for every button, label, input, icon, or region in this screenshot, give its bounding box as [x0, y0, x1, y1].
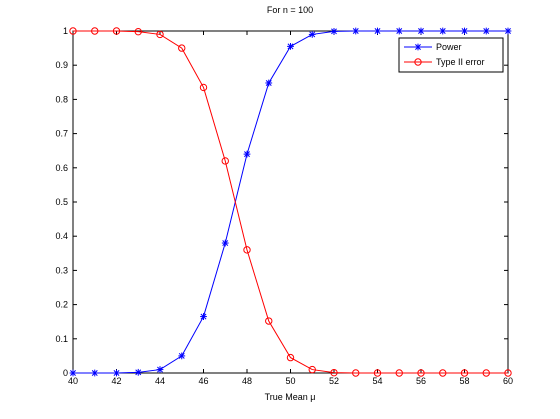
- y-tick-label: 0.6: [55, 163, 68, 173]
- x-tick-label: 40: [68, 376, 78, 386]
- x-tick-label: 46: [198, 376, 208, 386]
- y-tick-label: 0.9: [55, 60, 68, 70]
- x-tick-label: 48: [242, 376, 252, 386]
- y-tick-label: 0.5: [55, 197, 68, 207]
- y-tick-label: 0.3: [55, 265, 68, 275]
- data-point-1: [308, 365, 316, 374]
- y-tick-label: 0.4: [55, 231, 68, 241]
- data-point-0: [113, 369, 120, 377]
- legend-marker: [414, 43, 422, 51]
- legend-box: [398, 37, 504, 73]
- legend-marker: [414, 58, 422, 66]
- data-point-1: [439, 369, 447, 377]
- x-tick-label: 50: [285, 376, 295, 386]
- data-point-1: [417, 369, 425, 377]
- data-point-0: [91, 369, 99, 377]
- y-tick-label: 0.1: [55, 334, 68, 344]
- data-point-0: [287, 42, 294, 50]
- data-point-1: [265, 317, 273, 325]
- plot-area: [72, 30, 509, 374]
- data-point-0: [439, 27, 447, 35]
- chart-title: For n = 100: [267, 5, 313, 15]
- series-markers: [69, 27, 512, 377]
- data-point-1: [482, 369, 490, 377]
- data-point-0: [69, 369, 77, 377]
- x-tick-label: 60: [503, 376, 513, 386]
- data-point-1: [112, 27, 121, 35]
- x-tick-label: 42: [111, 376, 121, 386]
- data-point-1: [156, 30, 164, 39]
- data-point-0: [308, 31, 316, 38]
- data-point-1: [330, 368, 338, 377]
- x-tick-label: 58: [459, 376, 469, 386]
- data-point-0: [461, 27, 468, 35]
- y-tick-label: 1: [63, 26, 68, 36]
- data-point-0: [156, 366, 164, 373]
- data-point-0: [374, 27, 381, 35]
- data-point-0: [178, 352, 186, 360]
- data-point-1: [373, 369, 382, 377]
- data-point-1: [504, 369, 512, 377]
- data-point-0: [417, 27, 425, 35]
- data-point-1: [178, 44, 186, 52]
- data-point-1: [199, 83, 208, 92]
- data-point-0: [243, 150, 251, 158]
- x-tick-label: 54: [372, 376, 382, 386]
- data-point-1: [69, 27, 77, 35]
- data-point-0: [200, 313, 207, 320]
- data-point-0: [482, 27, 490, 35]
- data-point-0: [504, 27, 512, 35]
- legend: Power Type II error: [398, 37, 504, 73]
- data-point-0: [352, 27, 360, 35]
- y-tick-label: 0.7: [55, 129, 68, 139]
- data-point-0: [265, 79, 273, 87]
- data-point-1: [395, 369, 403, 377]
- y-tick-label: 0.8: [55, 94, 68, 104]
- data-point-1: [352, 369, 360, 377]
- data-point-1: [286, 353, 295, 362]
- y-tick-label: 0.2: [55, 300, 68, 310]
- x-tick-label: 52: [329, 376, 339, 386]
- data-point-1: [91, 27, 99, 35]
- legend-label: Type II error: [436, 57, 485, 67]
- y-tick-label: 0: [63, 368, 68, 378]
- x-tick-label: 44: [155, 376, 165, 386]
- data-point-0: [134, 368, 142, 376]
- data-point-1: [243, 246, 251, 254]
- series-line-1: [73, 30, 508, 374]
- data-point-0: [395, 27, 403, 35]
- data-point-1: [221, 157, 229, 165]
- data-point-0: [330, 27, 338, 35]
- x-axis-label: True Mean μ: [265, 392, 316, 402]
- data-point-1: [134, 27, 142, 36]
- legend-label: Power: [436, 42, 462, 52]
- x-tick-label: 56: [416, 376, 426, 386]
- data-point-0: [221, 239, 229, 247]
- data-point-1: [460, 369, 469, 377]
